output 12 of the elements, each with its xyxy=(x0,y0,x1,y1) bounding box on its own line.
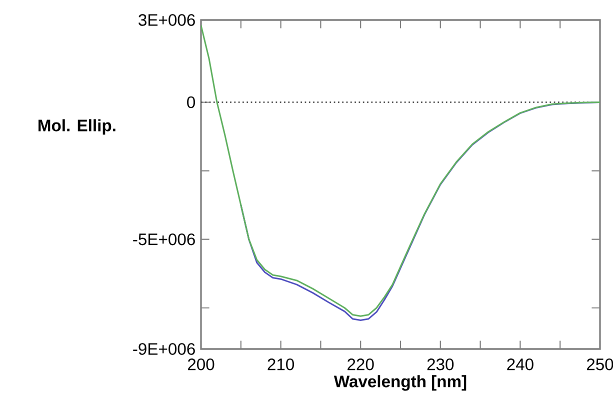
x-tick-label: 200 xyxy=(188,358,214,370)
x-tick-label: 220 xyxy=(348,358,374,370)
y-tick-label: -5E+006 xyxy=(133,233,195,246)
x-axis-title: Wavelength [nm] xyxy=(334,375,466,391)
x-tick-label: 230 xyxy=(427,358,454,370)
y-tick-label: 0 xyxy=(187,96,196,108)
y-tick-label: 3E+006 xyxy=(138,14,195,26)
y-tick-label: -9E+006 xyxy=(133,343,195,355)
y-axis-title: Mol. Ellip. xyxy=(38,119,116,135)
x-tick-label: 210 xyxy=(268,358,294,370)
x-tick-label: 240 xyxy=(507,358,534,370)
x-tick-label: 250 xyxy=(586,358,613,370)
